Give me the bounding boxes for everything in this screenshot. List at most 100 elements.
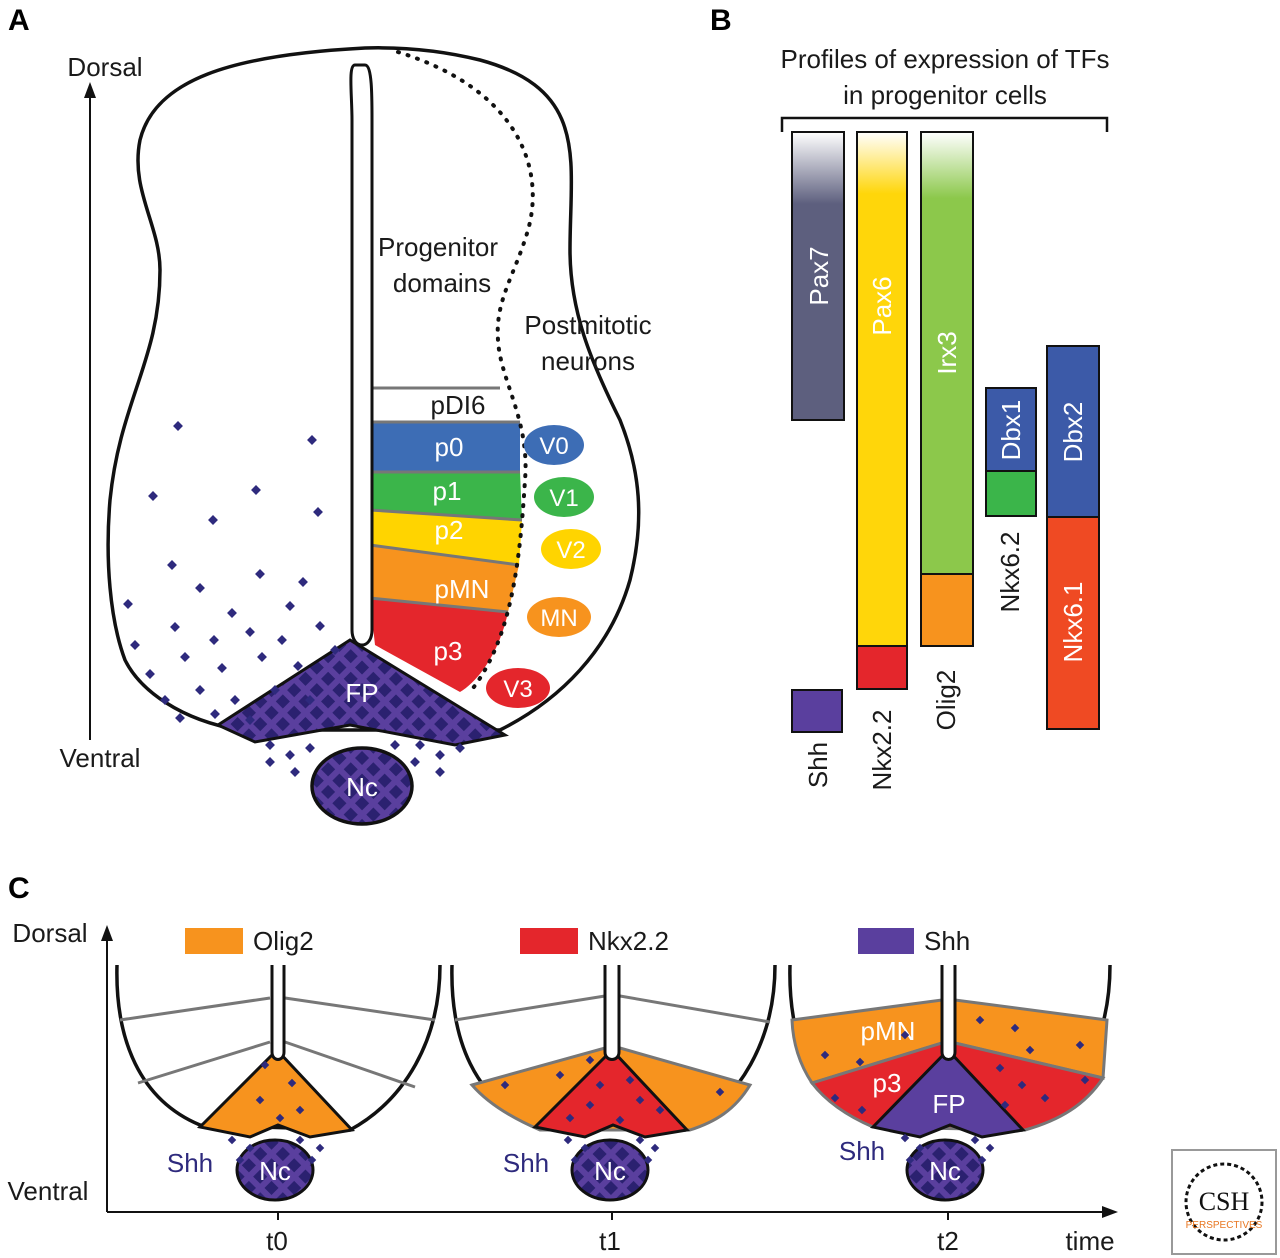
shh-dot (330, 645, 340, 655)
timepoint-t0: Nc Shh (115, 964, 442, 1202)
boundary-line (369, 543, 520, 567)
shh-dot (293, 661, 303, 671)
shh-dot (195, 583, 205, 593)
shh-dot (257, 652, 267, 662)
shh-dot (180, 652, 190, 662)
domain-p1 (370, 472, 522, 520)
shh-dot (290, 767, 300, 777)
bar-label-pax6: Pax6 (867, 276, 897, 335)
axis-arrow-a (84, 82, 96, 98)
shh-dot (635, 1095, 645, 1105)
shh-dot (500, 1080, 510, 1090)
boundary-line (137, 1040, 271, 1085)
shh-dot (655, 1105, 665, 1115)
label-pmn-t2: pMN (861, 1016, 916, 1046)
domain-label-p1: p1 (433, 476, 462, 506)
shh-dot (313, 507, 323, 517)
shh-dot (455, 743, 465, 753)
legend-label-nkx22: Nkx2.2 (588, 926, 669, 956)
bar-olig2 (920, 573, 974, 647)
shh-dot (1010, 1023, 1020, 1033)
bar-label-nkx61: Nkx6.1 (1058, 582, 1088, 663)
neuron-label-v1: V1 (549, 485, 578, 512)
shh-dot (173, 421, 183, 431)
panel-c: C Dorsal Ventral time t0 t1 t2 Olig2 Nkx… (8, 872, 1118, 1256)
domain-label-p2: p2 (435, 515, 464, 545)
bar-nkx62 (985, 470, 1037, 517)
boundary-line (619, 994, 771, 1024)
shh-dot (830, 1093, 840, 1103)
shh-dot (565, 1113, 575, 1123)
nc-label-t0: Nc (259, 1156, 291, 1186)
label-p3-t2: p3 (873, 1068, 902, 1098)
neuron-label-v2: V2 (556, 537, 585, 564)
legend-swatch-shh (858, 928, 914, 954)
shh-label-t0: Shh (167, 1148, 213, 1178)
bar-label-pax7: Pax7 (804, 246, 834, 305)
bar-label-irx3: Irx3 (932, 331, 962, 374)
shh-dot (595, 1080, 605, 1090)
shh-dot (415, 740, 425, 750)
shh-dot (315, 621, 325, 631)
shh-dot (390, 740, 400, 750)
shh-dot (130, 640, 140, 650)
shh-dot (970, 1135, 980, 1145)
ventral-label-a: Ventral (60, 743, 141, 773)
shh-dot (995, 1063, 1005, 1073)
progenitor-label-2: domains (393, 268, 491, 298)
postmitotic-label-2: neurons (541, 346, 635, 376)
shh-dot (650, 1143, 660, 1153)
shh-dot (900, 1030, 910, 1040)
panel-b-letter: B (710, 4, 732, 37)
nc-label-t2: Nc (929, 1156, 961, 1186)
shh-dot (1075, 1040, 1085, 1050)
shh-dot (298, 577, 308, 587)
shh-dot (715, 1087, 725, 1097)
panel-b-title-1: Profiles of expression of TFs (781, 44, 1110, 74)
shh-dot (900, 1133, 910, 1143)
central-canal-t0 (270, 965, 286, 1061)
panel-a-letter: A (8, 4, 30, 37)
panel-b-title-2: in progenitor cells (843, 80, 1047, 110)
shh-dot (245, 715, 255, 725)
legend-label-shh: Shh (924, 926, 970, 956)
shh-dot (985, 1143, 995, 1153)
boundary-line (369, 596, 509, 614)
postmitotic-boundary (396, 50, 535, 694)
nc-label-a: Nc (346, 772, 378, 802)
domain-p3 (370, 598, 508, 692)
domain-p2 (370, 510, 522, 565)
shh-dot (315, 1143, 325, 1153)
boundary-line (284, 996, 436, 1022)
legend-label-olig2: Olig2 (253, 926, 314, 956)
shh-dot (975, 1015, 985, 1025)
label-fp-t2: FP (932, 1089, 965, 1119)
shh-dot (615, 1115, 625, 1125)
shh-dot (435, 750, 445, 760)
central-canal (349, 63, 374, 647)
shh-dot (123, 599, 133, 609)
central-canal-t1 (603, 965, 621, 1061)
bar-pax7 (791, 131, 845, 421)
domain-pmn (370, 545, 519, 612)
axis-y-arrow-c (101, 925, 113, 941)
time-label: time (1065, 1226, 1114, 1256)
shh-dot (209, 635, 219, 645)
shh-dot (643, 1155, 653, 1165)
dorsal-label-a: Dorsal (67, 52, 142, 82)
central-canal-t2 (940, 965, 957, 1061)
tick-label-t1: t1 (599, 1226, 621, 1256)
shh-dot (287, 1078, 297, 1088)
shh-dot (270, 685, 280, 695)
neuron-v2 (541, 529, 601, 569)
shh-dot (307, 435, 317, 445)
shh-label-t1: Shh (503, 1148, 549, 1178)
shh-dot (175, 713, 185, 723)
shh-dot (435, 767, 445, 777)
shh-dot (227, 1135, 237, 1145)
shh-dot (255, 569, 265, 579)
shh-dot (285, 750, 295, 760)
legend-swatch-nkx22 (520, 928, 578, 954)
shh-dot (905, 1155, 915, 1165)
